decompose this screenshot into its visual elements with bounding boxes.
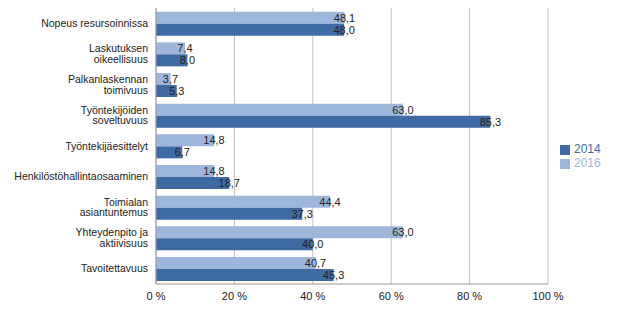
svg-text:6,7: 6,7 <box>175 146 190 158</box>
svg-text:Henkilöstöhallintaosaaminen: Henkilöstöhallintaosaaminen <box>14 170 148 182</box>
svg-text:45,3: 45,3 <box>323 269 344 281</box>
svg-text:14,8: 14,8 <box>203 165 224 177</box>
svg-text:48,1: 48,1 <box>334 12 355 24</box>
svg-text:20 %: 20 % <box>222 290 247 302</box>
svg-text:7,4: 7,4 <box>177 42 192 54</box>
svg-text:Yhteydenpito jaaktiivisuus: Yhteydenpito jaaktiivisuus <box>76 226 149 249</box>
svg-text:14,8: 14,8 <box>203 134 224 146</box>
svg-text:Nopeus resursoinnissa: Nopeus resursoinnissa <box>41 17 148 29</box>
svg-text:Työntekijäesittelyt: Työntekijäesittelyt <box>65 140 148 152</box>
svg-text:0 %: 0 % <box>147 290 166 302</box>
svg-text:85,3: 85,3 <box>480 116 501 128</box>
svg-text:40 %: 40 % <box>300 290 325 302</box>
svg-text:44,4: 44,4 <box>319 196 340 208</box>
svg-text:5,3: 5,3 <box>169 85 184 97</box>
svg-text:80 %: 80 % <box>457 290 482 302</box>
svg-text:Tavoitettavuus: Tavoitettavuus <box>81 262 148 274</box>
svg-text:100 %: 100 % <box>532 290 563 302</box>
svg-text:63,0: 63,0 <box>392 104 413 116</box>
svg-text:Työntekijöidensoveltuvuus: Työntekijöidensoveltuvuus <box>81 104 148 127</box>
html-text:2016: 2016 <box>574 156 601 170</box>
svg-text:60 %: 60 % <box>379 290 404 302</box>
svg-text:8,0: 8,0 <box>180 54 195 66</box>
html-text:2014: 2014 <box>574 142 601 156</box>
svg-text:40,7: 40,7 <box>305 257 326 269</box>
svg-text:Palkanlaskennantoimivuus: Palkanlaskennantoimivuus <box>68 73 148 96</box>
svg-text:63,0: 63,0 <box>392 226 413 238</box>
svg-text:Toimialanasiantuntemus: Toimialanasiantuntemus <box>80 196 148 219</box>
svg-text:3,7: 3,7 <box>163 73 178 85</box>
svg-text:Laskutuksenoikeellisuus: Laskutuksenoikeellisuus <box>89 42 148 65</box>
svg-text:48,0: 48,0 <box>333 24 354 36</box>
svg-text:18,7: 18,7 <box>219 177 240 189</box>
svg-text:40,0: 40,0 <box>302 238 323 250</box>
svg-text:37,3: 37,3 <box>292 208 313 220</box>
